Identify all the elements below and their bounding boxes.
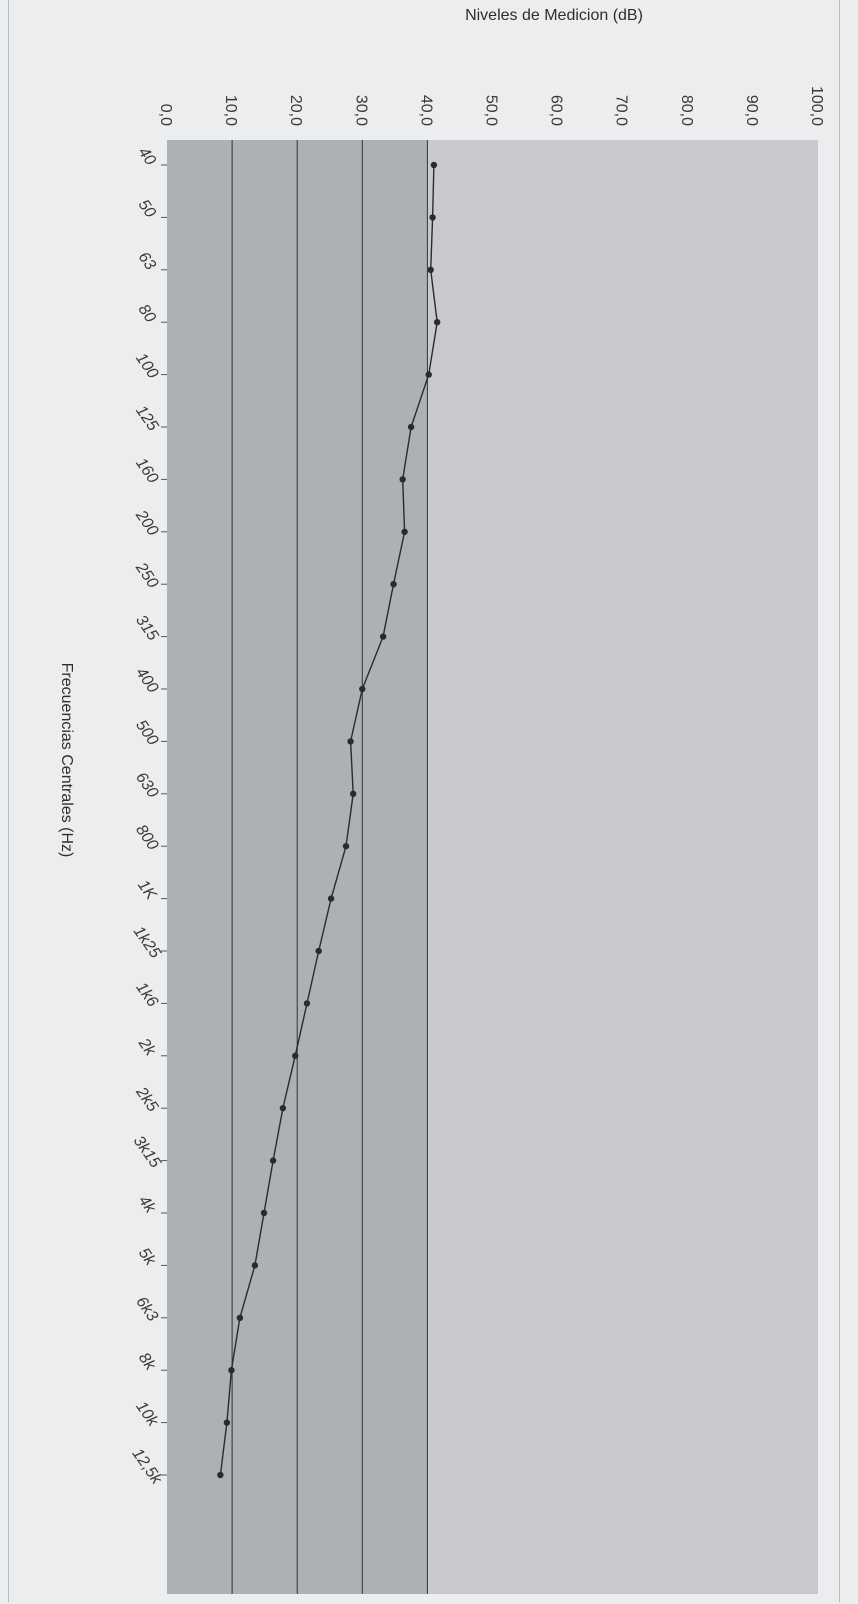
category-tick-label: 500 xyxy=(132,717,161,749)
data-point xyxy=(379,633,387,640)
category-tick-label: 10k xyxy=(132,1399,161,1431)
data-point xyxy=(327,895,335,902)
category-tick-label: 1K xyxy=(134,877,160,904)
category-tick-label: 800 xyxy=(132,822,161,854)
value-tick-label: 100,0 xyxy=(808,86,825,126)
category-tick-label: 200 xyxy=(131,507,161,540)
category-tick-label: 400 xyxy=(132,665,161,697)
category-axis-ticks: 40 50 63 80 100 125 160 200 250 315 400 500 630 800 1K… xyxy=(128,144,167,1488)
data-point xyxy=(349,790,357,797)
data-point xyxy=(269,1157,277,1164)
category-tick-label: 63 xyxy=(135,249,159,273)
data-point xyxy=(217,1471,224,1479)
data-point xyxy=(260,1209,268,1217)
data-point xyxy=(359,685,366,693)
data-point xyxy=(279,1105,287,1112)
data-point xyxy=(251,1262,259,1269)
category-tick-label: 40 xyxy=(135,144,159,168)
data-point xyxy=(427,266,434,273)
data-point xyxy=(399,476,406,483)
category-tick-label: 50 xyxy=(135,197,159,221)
series-layer xyxy=(217,161,441,1479)
category-tick-label: 100 xyxy=(132,350,161,382)
category-tick-label: 12,5k xyxy=(128,1446,165,1489)
category-tick-label: 80 xyxy=(135,301,159,325)
value-tick-label: 60,0 xyxy=(548,95,565,126)
category-tick-label: 5k xyxy=(135,1245,159,1269)
data-point xyxy=(429,214,436,221)
category-axis-title: Frecuencias Centrales (Hz) xyxy=(58,663,75,858)
series-line xyxy=(219,164,438,1476)
category-tick-label: 2k5 xyxy=(132,1083,161,1115)
value-tick-label: 40,0 xyxy=(417,95,434,126)
data-point xyxy=(430,161,438,169)
category-tick-label: 160 xyxy=(132,455,161,487)
value-axis-title: Niveles de Medicion (dB) xyxy=(465,7,643,24)
data-point xyxy=(223,1419,231,1426)
category-tick-label: 4k xyxy=(135,1193,159,1217)
category-tick-label: 250 xyxy=(131,559,161,592)
value-axis-ticks: 0,0 10,0 20,0 30,0 40,0 50,0 60,0 70,0 80,0 90,0 1… xyxy=(157,86,825,126)
data-point xyxy=(236,1314,244,1322)
data-point xyxy=(401,528,408,535)
value-tick-label: 20,0 xyxy=(287,95,304,126)
value-tick-label: 90,0 xyxy=(743,95,760,126)
value-tick-label: 50,0 xyxy=(483,95,500,126)
value-tick-label: 30,0 xyxy=(352,95,369,126)
data-point xyxy=(347,738,354,745)
data-point xyxy=(303,1000,311,1007)
value-tick-label: 10,0 xyxy=(222,95,239,126)
data-point xyxy=(342,843,350,850)
category-tick-label: 315 xyxy=(132,612,161,644)
gridlines xyxy=(231,140,428,1594)
category-tick-label: 8k xyxy=(135,1350,159,1374)
value-tick-label: 0,0 xyxy=(157,104,174,126)
category-tick-label: 125 xyxy=(132,403,161,435)
data-point xyxy=(425,371,432,378)
category-tick-label: 1k25 xyxy=(130,923,164,961)
data-point xyxy=(315,947,322,955)
value-tick-label: 80,0 xyxy=(678,95,695,126)
category-tick-label: 2k xyxy=(134,1035,159,1060)
data-point xyxy=(292,1052,299,1060)
category-tick-label: 630 xyxy=(132,769,161,801)
category-tick-label: 1k6 xyxy=(132,979,161,1010)
value-tick-label: 70,0 xyxy=(613,95,630,126)
data-point xyxy=(407,423,415,431)
category-tick-label: 3k15 xyxy=(130,1133,164,1171)
data-point xyxy=(228,1367,235,1374)
category-tick-label: 6k3 xyxy=(132,1294,161,1325)
page-border xyxy=(8,0,840,1602)
data-point xyxy=(390,581,397,588)
data-point xyxy=(433,319,441,326)
